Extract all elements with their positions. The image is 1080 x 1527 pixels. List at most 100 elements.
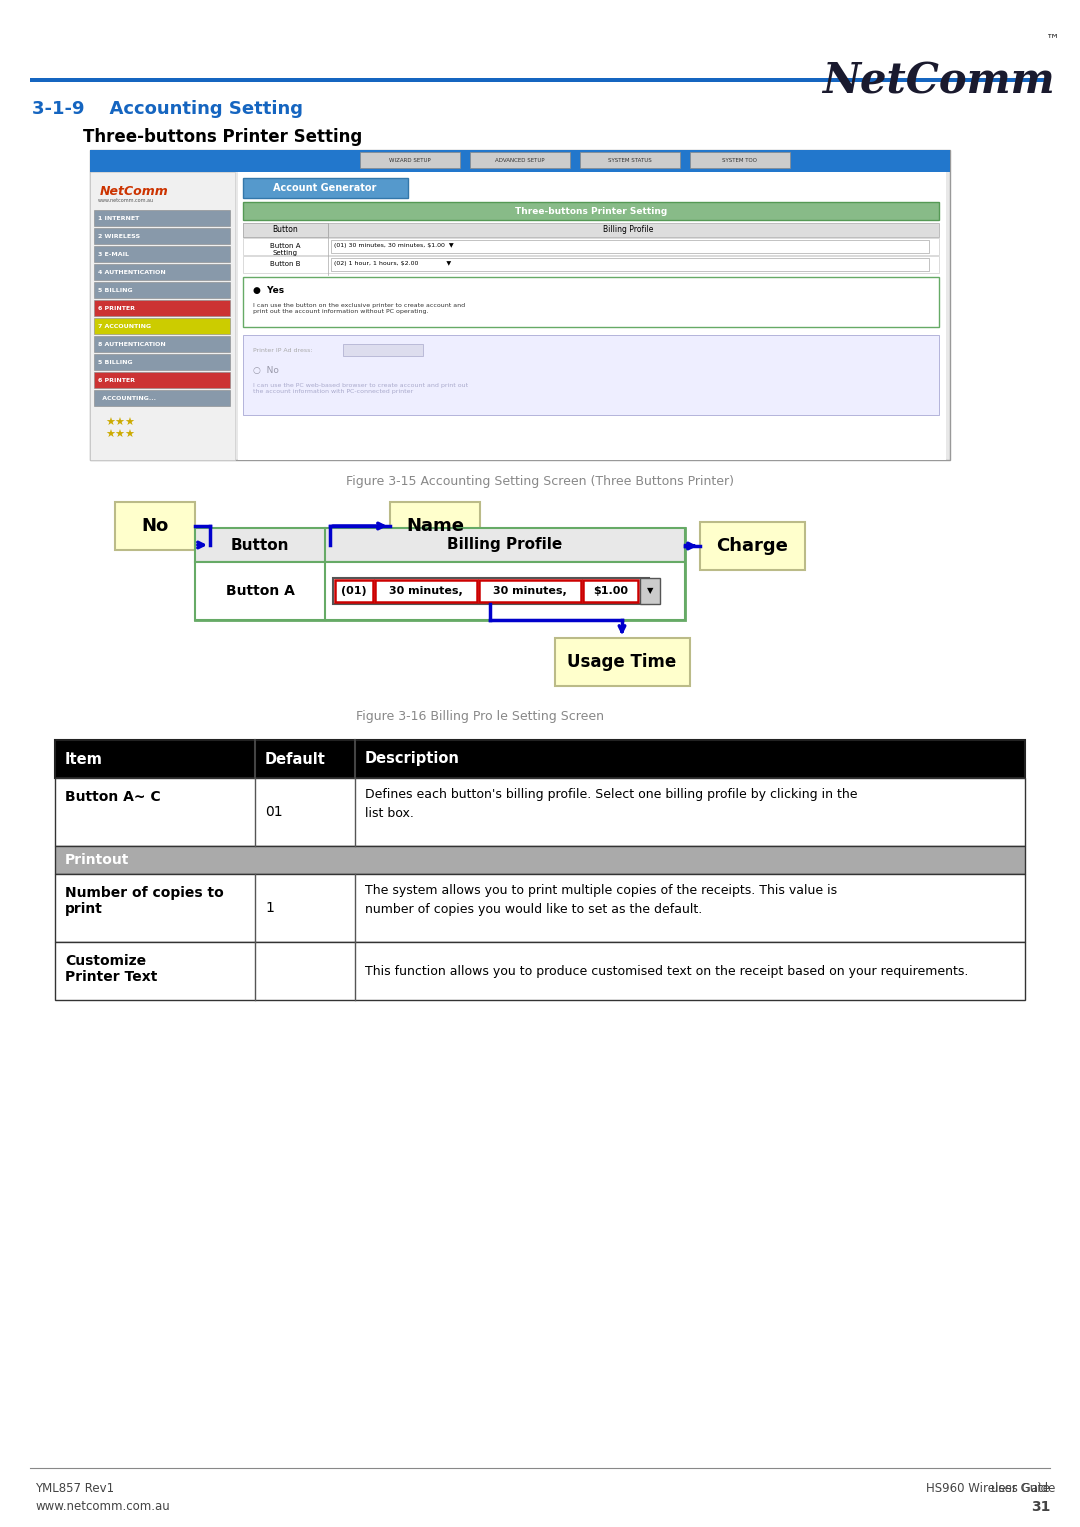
Text: 01: 01 xyxy=(265,805,283,818)
Text: SYSTEM TOO: SYSTEM TOO xyxy=(723,157,757,162)
Bar xyxy=(55,873,1025,942)
Bar xyxy=(94,228,230,244)
Bar xyxy=(55,741,1025,777)
Bar xyxy=(335,580,373,602)
Text: 4 AUTHENTICATION: 4 AUTHENTICATION xyxy=(98,269,165,275)
Bar xyxy=(375,580,477,602)
Text: Defines each button's billing profile. Select one billing profile by clicking in: Defines each button's billing profile. S… xyxy=(365,788,858,820)
Text: Billing Profile: Billing Profile xyxy=(603,226,653,235)
Text: Item: Item xyxy=(65,751,103,767)
Text: Charge: Charge xyxy=(716,538,788,554)
Text: (02) 1 hour, 1 hours, $2.00              ▼: (02) 1 hour, 1 hours, $2.00 ▼ xyxy=(334,261,451,267)
Text: WIZARD SETUP: WIZARD SETUP xyxy=(389,157,431,162)
Bar xyxy=(243,334,939,415)
Text: 6 PRINTER: 6 PRINTER xyxy=(98,305,135,310)
Bar xyxy=(94,336,230,353)
Bar xyxy=(55,942,1025,1000)
Text: (01) 30 minutes, 30 minutes, $1.00  ▼: (01) 30 minutes, 30 minutes, $1.00 ▼ xyxy=(334,243,454,249)
Text: Setting: Setting xyxy=(272,250,297,257)
Bar xyxy=(243,202,939,220)
Text: 2 WIRELESS: 2 WIRELESS xyxy=(98,234,140,238)
Text: 8 AUTHENTICATION: 8 AUTHENTICATION xyxy=(98,342,165,347)
Bar xyxy=(114,502,195,550)
Text: (01): (01) xyxy=(341,586,367,596)
Bar xyxy=(700,522,805,570)
Bar xyxy=(330,240,929,253)
Text: Button B: Button B xyxy=(270,261,300,267)
Text: Number of copies to
print: Number of copies to print xyxy=(65,886,224,916)
Bar xyxy=(195,528,685,562)
Text: Figure 3-16 Billing Pro le Setting Screen: Figure 3-16 Billing Pro le Setting Scree… xyxy=(356,710,604,722)
Bar xyxy=(333,579,649,605)
Text: Printer IP Ad dress:: Printer IP Ad dress: xyxy=(253,348,312,353)
Bar xyxy=(90,173,235,460)
Text: $1.00: $1.00 xyxy=(593,586,627,596)
Text: Button A: Button A xyxy=(270,243,300,249)
Bar xyxy=(360,153,460,168)
Bar xyxy=(330,258,929,270)
Bar xyxy=(195,528,685,620)
Text: 5 BILLING: 5 BILLING xyxy=(98,359,133,365)
Text: YML857 Rev1: YML857 Rev1 xyxy=(35,1483,114,1495)
Text: Button A: Button A xyxy=(226,583,295,599)
Bar xyxy=(243,276,939,327)
Text: Default: Default xyxy=(265,751,326,767)
Bar xyxy=(94,211,230,226)
Bar xyxy=(640,579,660,605)
Text: 31: 31 xyxy=(1030,1500,1050,1513)
Text: 30 minutes,: 30 minutes, xyxy=(389,586,463,596)
Bar xyxy=(94,389,230,406)
Bar xyxy=(90,150,950,460)
Text: 5 BILLING: 5 BILLING xyxy=(98,287,133,293)
Text: user Guide: user Guide xyxy=(990,1483,1055,1495)
Text: No: No xyxy=(141,518,168,534)
Bar xyxy=(343,344,423,356)
Bar xyxy=(55,846,1025,873)
Bar xyxy=(94,354,230,370)
Bar xyxy=(580,153,680,168)
Text: Description: Description xyxy=(365,751,460,767)
Text: Printout: Printout xyxy=(65,854,130,867)
Text: ○  No: ○ No xyxy=(253,365,279,374)
Text: Button: Button xyxy=(231,538,289,553)
Text: ™: ™ xyxy=(1047,32,1059,46)
Bar xyxy=(243,179,408,199)
Bar xyxy=(470,153,570,168)
Bar xyxy=(243,238,939,255)
Bar xyxy=(90,150,950,173)
Text: ●  Yes: ● Yes xyxy=(253,286,284,295)
Bar xyxy=(94,282,230,298)
Text: Three-buttons Printer Setting: Three-buttons Printer Setting xyxy=(515,206,667,215)
Text: 30 minutes,: 30 minutes, xyxy=(494,586,567,596)
Bar xyxy=(243,223,939,237)
Bar xyxy=(238,173,946,460)
Text: Account Generator: Account Generator xyxy=(273,183,377,192)
Bar xyxy=(55,777,1025,846)
Text: SYSTEM STATUS: SYSTEM STATUS xyxy=(608,157,652,162)
Bar xyxy=(690,153,789,168)
Bar xyxy=(243,223,328,237)
Bar xyxy=(390,502,480,550)
Text: 7 ACCOUNTING: 7 ACCOUNTING xyxy=(98,324,151,328)
Text: Button A~ C: Button A~ C xyxy=(65,789,161,805)
Bar xyxy=(555,638,690,686)
Text: Customize
Printer Text: Customize Printer Text xyxy=(65,954,158,985)
Bar xyxy=(30,78,1050,82)
Bar xyxy=(480,580,581,602)
Text: ACCOUNTING...: ACCOUNTING... xyxy=(98,395,156,400)
Bar xyxy=(583,580,638,602)
Text: 1 INTERNET: 1 INTERNET xyxy=(98,215,139,220)
Text: 3 E-MAIL: 3 E-MAIL xyxy=(98,252,129,257)
Bar xyxy=(94,373,230,388)
Text: 1: 1 xyxy=(265,901,274,915)
Text: Button: Button xyxy=(272,226,298,235)
Text: Billing Profile: Billing Profile xyxy=(447,538,563,553)
Text: I can use the PC web-based browser to create account and print out
the account i: I can use the PC web-based browser to cr… xyxy=(253,383,468,394)
Bar xyxy=(243,257,939,273)
Text: Figure 3-15 Accounting Setting Screen (Three Buttons Printer): Figure 3-15 Accounting Setting Screen (T… xyxy=(346,475,734,489)
Text: I can use the button on the exclusive printer to create account and
print out th: I can use the button on the exclusive pr… xyxy=(253,302,465,315)
Bar xyxy=(94,318,230,334)
Bar xyxy=(195,562,685,620)
Text: ADVANCED SETUP: ADVANCED SETUP xyxy=(496,157,544,162)
Text: ★★★
★★★: ★★★ ★★★ xyxy=(105,418,135,440)
